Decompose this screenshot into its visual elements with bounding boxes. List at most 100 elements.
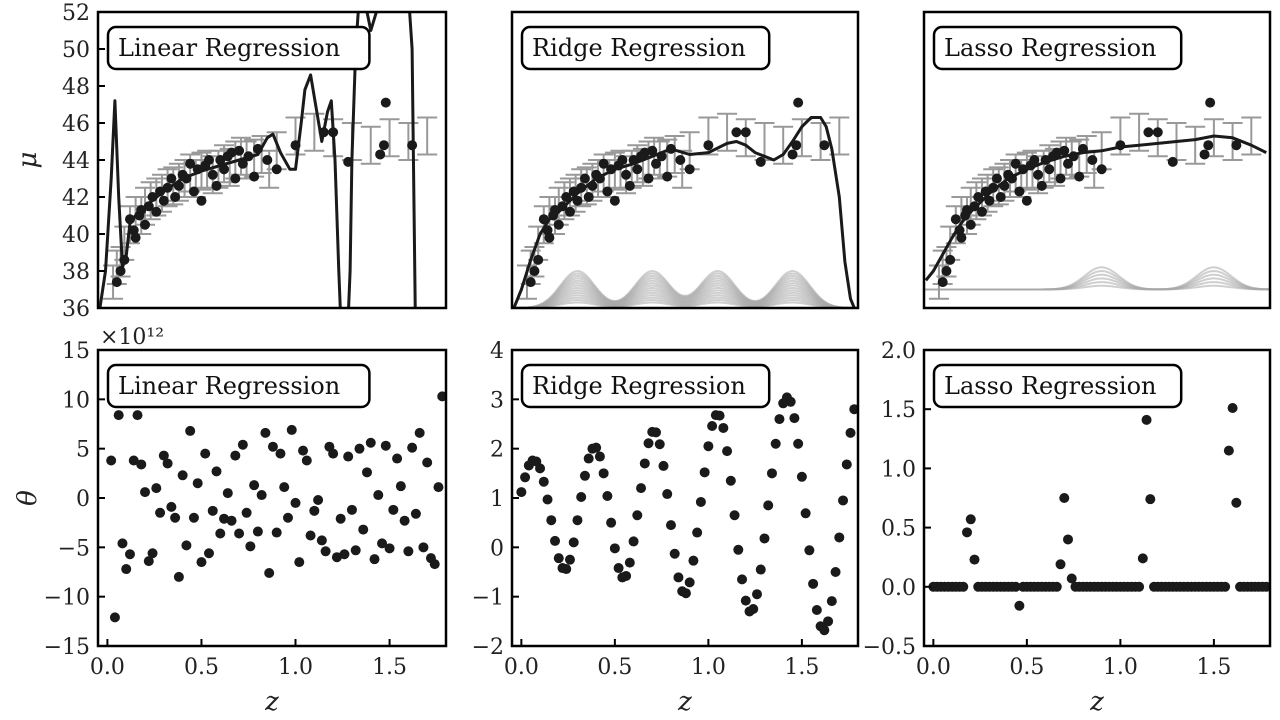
basis-curve: [924, 266, 1270, 291]
data-point: [737, 574, 748, 585]
data-point: [830, 567, 841, 577]
data-point: [219, 164, 230, 175]
x-tick-label: 0.5: [184, 655, 219, 680]
plot-area: [106, 391, 446, 623]
data-point: [956, 232, 967, 243]
y-tick-label: 44: [62, 149, 90, 174]
data-point: [177, 470, 188, 481]
data-point: [294, 557, 305, 568]
data-point: [675, 155, 686, 165]
x-axis-label: z: [1089, 687, 1104, 717]
panel-title: Lasso Regression: [932, 363, 1183, 409]
data-point: [602, 186, 613, 197]
data-point: [418, 542, 429, 553]
data-point: [279, 482, 290, 493]
plot-area: [512, 97, 858, 308]
x-tick-label: 1.0: [691, 655, 726, 680]
data-point: [196, 557, 207, 568]
y-tick-label: 48: [62, 75, 90, 100]
data-point: [1059, 145, 1070, 156]
y-tick-label: 2: [490, 438, 504, 463]
data-point: [669, 548, 680, 559]
data-point: [1220, 581, 1231, 592]
data-point: [115, 266, 126, 276]
data-point: [429, 559, 440, 570]
data-point: [624, 557, 635, 568]
data-point: [752, 589, 763, 600]
data-point: [662, 171, 673, 182]
data-point: [962, 527, 973, 538]
data-point: [849, 404, 858, 415]
error-bar: [304, 112, 325, 152]
data-point: [380, 97, 391, 108]
data-point: [271, 527, 282, 538]
data-point: [1063, 534, 1074, 545]
data-point: [624, 180, 635, 191]
y-tick-label: 15: [62, 339, 90, 364]
data-point: [965, 514, 976, 525]
data-point: [542, 494, 553, 505]
data-point: [729, 510, 740, 521]
data-point: [662, 489, 673, 500]
data-point: [384, 543, 395, 554]
data-point: [335, 513, 346, 524]
data-point: [665, 520, 676, 531]
data-point: [207, 169, 218, 180]
data-point: [230, 450, 241, 461]
y-tick-label: 1: [490, 487, 504, 512]
data-point: [583, 453, 594, 464]
data-point: [576, 492, 587, 503]
data-point: [583, 192, 594, 202]
data-point: [606, 517, 617, 528]
data-point: [680, 588, 691, 599]
data-point: [598, 158, 609, 169]
data-point: [200, 448, 211, 459]
data-point: [1145, 494, 1156, 505]
data-point: [808, 578, 819, 589]
data-point: [313, 494, 324, 505]
x-tick-label: 1.5: [372, 655, 407, 680]
data-point: [185, 425, 196, 436]
data-point: [819, 625, 830, 636]
data-point: [375, 149, 386, 160]
data-point: [950, 214, 961, 225]
data-point: [1074, 171, 1085, 182]
data-point: [965, 219, 976, 230]
y-tick-label: 2.0: [881, 339, 916, 364]
data-point: [365, 437, 376, 448]
data-point: [256, 490, 267, 501]
data-point: [796, 471, 807, 482]
data-point: [346, 504, 357, 515]
data-point: [1261, 581, 1270, 592]
data-point: [437, 391, 446, 402]
data-point: [331, 552, 342, 563]
panel-bottom-ridge-regression: −2 −1 0 1 2 3 4 0.0 0.5 1.0 1.5 Ridge Regression z: [472, 339, 860, 717]
data-point: [316, 535, 327, 546]
x-tick-label: 0.5: [597, 655, 632, 680]
data-point: [789, 413, 800, 424]
data-point: [958, 581, 969, 592]
data-point: [339, 549, 350, 560]
data-point: [632, 164, 643, 175]
y-tick-label: −2: [472, 635, 504, 660]
data-point: [369, 554, 380, 565]
data-point: [695, 496, 706, 507]
panel-title: Ridge Regression: [520, 25, 771, 71]
data-point: [845, 427, 856, 438]
error-bar: [1147, 118, 1168, 158]
error-bar: [417, 116, 438, 156]
data-point: [113, 410, 124, 421]
y-axis-label: θ: [13, 490, 43, 506]
data-point: [636, 483, 647, 494]
data-point: [1152, 127, 1163, 138]
y-tick-label: 0.5: [881, 517, 916, 542]
plot-area: [98, 12, 438, 308]
panel-title-text: Linear Regression: [118, 372, 340, 400]
data-point: [140, 219, 151, 230]
data-point: [564, 206, 575, 217]
data-point: [1096, 164, 1107, 175]
data-point: [130, 232, 141, 243]
data-point: [215, 528, 226, 539]
data-point: [609, 195, 620, 206]
data-point: [984, 195, 995, 206]
